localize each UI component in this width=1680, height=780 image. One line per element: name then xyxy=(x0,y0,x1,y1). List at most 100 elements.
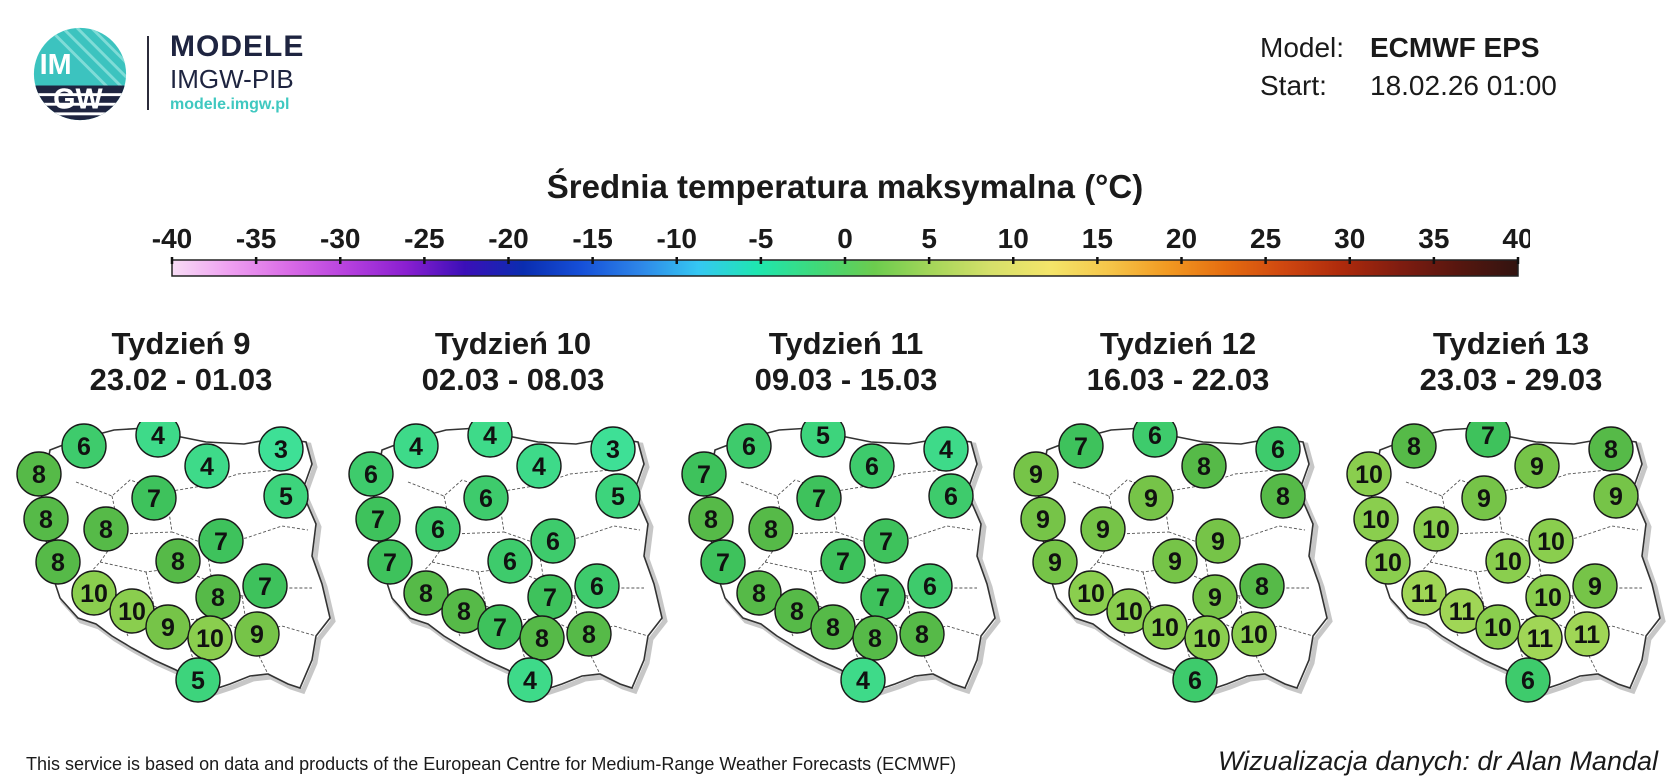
station-value: 8 xyxy=(211,584,225,612)
station-value: 7 xyxy=(1481,422,1495,450)
station-circle xyxy=(1572,563,1618,609)
station-marker: 4 xyxy=(507,657,553,703)
station-circle xyxy=(1505,657,1551,703)
station-value: 11 xyxy=(1449,598,1476,626)
station-circle xyxy=(23,496,69,542)
station-marker: 10 xyxy=(1528,518,1574,564)
station-value: 6 xyxy=(479,485,493,513)
station-value: 9 xyxy=(250,621,264,649)
region-border xyxy=(1449,531,1503,535)
colorbar-tick-label: 10 xyxy=(998,223,1029,254)
week-panel: Tydzień 9 23.02 - 01.03 8 6 4 4 3 8 8 7 5 8 8 7 10 7 1… xyxy=(16,326,346,703)
week-dates: 09.03 - 15.03 xyxy=(754,362,938,397)
week-title: Tydzień 12 xyxy=(1099,326,1257,361)
station-value: 7 xyxy=(383,549,397,577)
station-value: 4 xyxy=(483,422,497,450)
station-marker: 6 xyxy=(726,423,772,469)
station-value: 4 xyxy=(856,667,870,695)
week-title: Tydzień 9 xyxy=(111,326,251,361)
station-marker: 10 xyxy=(1475,604,1521,650)
station-marker: 10 xyxy=(1353,496,1399,542)
station-circle xyxy=(688,496,734,542)
station-circle xyxy=(516,443,562,489)
station-circle xyxy=(1475,604,1521,650)
station-marker: 8 xyxy=(1391,423,1437,469)
station-value: 4 xyxy=(151,422,165,450)
station-marker: 6 xyxy=(907,563,953,609)
model-value: ECMWF EPS xyxy=(1370,32,1540,63)
station-value: 7 xyxy=(1074,433,1088,461)
logo-badge-bottom: GW xyxy=(53,84,103,116)
station-marker: 8 xyxy=(1588,426,1634,472)
station-marker: 10 xyxy=(1142,604,1188,650)
station-circle xyxy=(849,443,895,489)
station-marker: 9 xyxy=(1020,496,1066,542)
station-value: 10 xyxy=(1374,549,1402,577)
station-marker: 7 xyxy=(527,574,573,620)
station-circle xyxy=(184,443,230,489)
station-circle xyxy=(1181,443,1227,489)
station-marker: 7 xyxy=(367,539,413,585)
station-value: 5 xyxy=(279,483,293,511)
station-value: 8 xyxy=(915,621,929,649)
station-value: 7 xyxy=(697,461,711,489)
station-marker: 6 xyxy=(530,518,576,564)
station-value: 7 xyxy=(879,528,893,556)
station-marker: 3 xyxy=(258,426,304,472)
station-marker: 8 xyxy=(83,506,129,552)
station-value: 8 xyxy=(419,580,433,608)
station-marker: 7 xyxy=(860,574,906,620)
week-dates: 23.02 - 01.03 xyxy=(89,362,273,397)
station-circle xyxy=(863,518,909,564)
station-circle xyxy=(748,506,794,552)
station-marker: 7 xyxy=(796,475,842,521)
station-value: 4 xyxy=(532,453,546,481)
station-marker: 7 xyxy=(820,538,866,584)
station-value: 8 xyxy=(32,461,46,489)
station-circle xyxy=(1172,657,1218,703)
station-circle xyxy=(507,657,553,703)
station-marker: 9 xyxy=(1032,539,1078,585)
station-marker: 7 xyxy=(700,539,746,585)
station-circle xyxy=(1517,615,1563,661)
station-marker: 7 xyxy=(242,563,288,609)
station-marker: 8 xyxy=(519,615,565,661)
station-value: 5 xyxy=(611,483,625,511)
station-value: 10 xyxy=(1240,621,1268,649)
station-value: 10 xyxy=(1193,625,1221,653)
station-marker: 7 xyxy=(198,518,244,564)
station-value: 10 xyxy=(196,625,224,653)
station-value: 7 xyxy=(836,548,850,576)
station-value: 8 xyxy=(535,625,549,653)
station-circle xyxy=(1020,496,1066,542)
station-value: 3 xyxy=(606,436,620,464)
station-marker: 9 xyxy=(1195,518,1241,564)
station-circle xyxy=(1260,473,1306,519)
station-marker: 10 xyxy=(1184,615,1230,661)
week-panel: Tydzień 13 23.03 - 29.03 10 8 7 9 8 10 10 9 9 10 1… xyxy=(1346,326,1676,703)
station-marker: 7 xyxy=(355,496,401,542)
station-marker: 8 xyxy=(1181,443,1227,489)
station-marker: 7 xyxy=(1058,423,1104,469)
station-circle xyxy=(574,563,620,609)
logo-url-link[interactable]: modele.imgw.pl xyxy=(170,96,290,113)
station-value: 10 xyxy=(1484,614,1512,642)
station-value: 4 xyxy=(200,453,214,481)
scale-title: Średnia temperatura maksymalna (°C) xyxy=(546,168,1144,205)
station-circle xyxy=(263,473,309,519)
station-circle xyxy=(566,611,612,657)
station-marker: 10 xyxy=(187,615,233,661)
station-marker: 8 xyxy=(16,451,62,497)
colorbar-tick-label: 30 xyxy=(1334,223,1365,254)
station-value: 6 xyxy=(865,453,879,481)
station-value: 3 xyxy=(274,436,288,464)
station-marker: 8 xyxy=(566,611,612,657)
station-marker: 9 xyxy=(1593,473,1639,519)
station-value: 8 xyxy=(704,506,718,534)
station-circle xyxy=(820,538,866,584)
station-circle xyxy=(681,451,727,497)
colorbar-tick-label: 15 xyxy=(1082,223,1113,254)
station-value: 6 xyxy=(77,433,91,461)
